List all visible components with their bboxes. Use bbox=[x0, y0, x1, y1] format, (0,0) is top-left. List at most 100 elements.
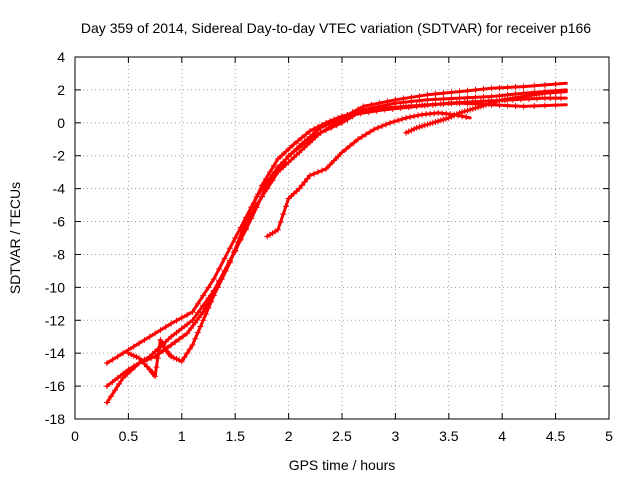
data-point bbox=[184, 330, 191, 337]
data-point bbox=[347, 142, 354, 149]
data-point bbox=[301, 179, 308, 186]
series-line bbox=[105, 96, 568, 404]
data-point bbox=[488, 100, 495, 107]
x-tick-label: 4 bbox=[498, 428, 506, 444]
data-point bbox=[330, 157, 337, 164]
data-point bbox=[176, 336, 183, 343]
data-point bbox=[178, 358, 185, 365]
data-point bbox=[290, 154, 297, 161]
data-point bbox=[520, 83, 527, 90]
data-point bbox=[242, 218, 249, 225]
data-point bbox=[411, 113, 418, 120]
data-point bbox=[128, 351, 135, 358]
data-point bbox=[286, 144, 293, 151]
data-point bbox=[216, 265, 223, 272]
data-point bbox=[306, 172, 313, 179]
data-point bbox=[277, 218, 284, 225]
data-point bbox=[408, 127, 415, 134]
data-point bbox=[114, 374, 121, 381]
data-point bbox=[189, 309, 196, 316]
chart-title: Day 359 of 2014, Sidereal Day-to-day VTE… bbox=[81, 20, 591, 36]
data-point bbox=[125, 350, 132, 357]
data-point bbox=[162, 323, 169, 330]
data-point bbox=[274, 156, 281, 163]
data-point bbox=[376, 105, 383, 112]
data-point bbox=[405, 128, 412, 135]
data-point bbox=[334, 114, 341, 121]
data-point bbox=[104, 360, 111, 367]
data-point bbox=[294, 137, 301, 144]
data-point bbox=[448, 113, 455, 120]
data-point bbox=[456, 88, 463, 95]
data-point bbox=[408, 102, 415, 109]
data-point bbox=[290, 141, 297, 148]
data-point bbox=[146, 333, 153, 340]
y-tick-label: -2 bbox=[53, 148, 66, 164]
x-tick-label: 4.5 bbox=[546, 428, 566, 444]
data-point bbox=[367, 128, 374, 135]
series-markers bbox=[125, 100, 559, 380]
y-tick-label: -6 bbox=[53, 214, 66, 230]
data-point bbox=[181, 354, 188, 361]
data-point bbox=[144, 356, 151, 363]
data-point bbox=[371, 126, 378, 133]
data-point bbox=[310, 125, 317, 132]
data-point bbox=[104, 383, 111, 390]
data-point bbox=[114, 353, 121, 360]
data-point bbox=[371, 106, 378, 113]
data-point bbox=[168, 341, 175, 348]
data-point bbox=[188, 325, 195, 332]
data-point bbox=[440, 116, 447, 123]
data-point bbox=[226, 259, 233, 266]
data-point bbox=[296, 144, 303, 151]
data-point bbox=[200, 292, 207, 299]
data-point bbox=[200, 317, 207, 324]
data-point bbox=[132, 363, 139, 370]
data-point bbox=[306, 128, 313, 135]
data-point bbox=[254, 191, 261, 198]
data-point bbox=[488, 85, 495, 92]
data-point bbox=[491, 99, 498, 106]
data-point bbox=[334, 153, 341, 160]
data-point bbox=[178, 325, 185, 332]
data-point bbox=[504, 84, 511, 91]
y-tick-label: -18 bbox=[45, 411, 65, 427]
y-axis-label: SDTVAR / TECUs bbox=[7, 182, 23, 294]
series-markers bbox=[403, 88, 564, 136]
data-point bbox=[557, 88, 564, 95]
y-tick-label: 2 bbox=[57, 82, 65, 98]
data-point bbox=[413, 124, 420, 131]
data-point bbox=[112, 387, 119, 394]
data-point bbox=[339, 113, 345, 120]
data-point bbox=[108, 393, 115, 400]
x-tick-label: 1.5 bbox=[225, 428, 245, 444]
y-tick-label: -10 bbox=[45, 279, 65, 295]
x-axis-label: GPS time / hours bbox=[289, 457, 396, 473]
data-point bbox=[226, 245, 233, 252]
data-point bbox=[419, 123, 426, 130]
data-point bbox=[397, 103, 404, 110]
data-point bbox=[541, 102, 548, 109]
x-tick-label: 2 bbox=[285, 428, 293, 444]
data-point bbox=[488, 93, 495, 100]
data-point bbox=[306, 136, 313, 143]
data-point bbox=[541, 90, 548, 97]
data-point bbox=[375, 124, 382, 131]
data-point bbox=[302, 131, 309, 138]
data-point bbox=[258, 182, 265, 189]
data-point bbox=[415, 112, 422, 119]
data-point bbox=[168, 353, 175, 360]
data-point bbox=[552, 95, 559, 102]
data-point bbox=[493, 98, 500, 105]
data-point bbox=[464, 107, 471, 114]
data-point bbox=[349, 110, 356, 117]
data-point bbox=[253, 204, 260, 211]
data-point bbox=[214, 284, 221, 291]
data-point bbox=[351, 139, 358, 146]
data-point bbox=[109, 378, 116, 385]
data-point bbox=[192, 319, 199, 326]
data-point bbox=[411, 125, 418, 132]
data-point bbox=[403, 114, 410, 121]
data-point bbox=[359, 133, 366, 140]
data-point bbox=[318, 121, 325, 128]
